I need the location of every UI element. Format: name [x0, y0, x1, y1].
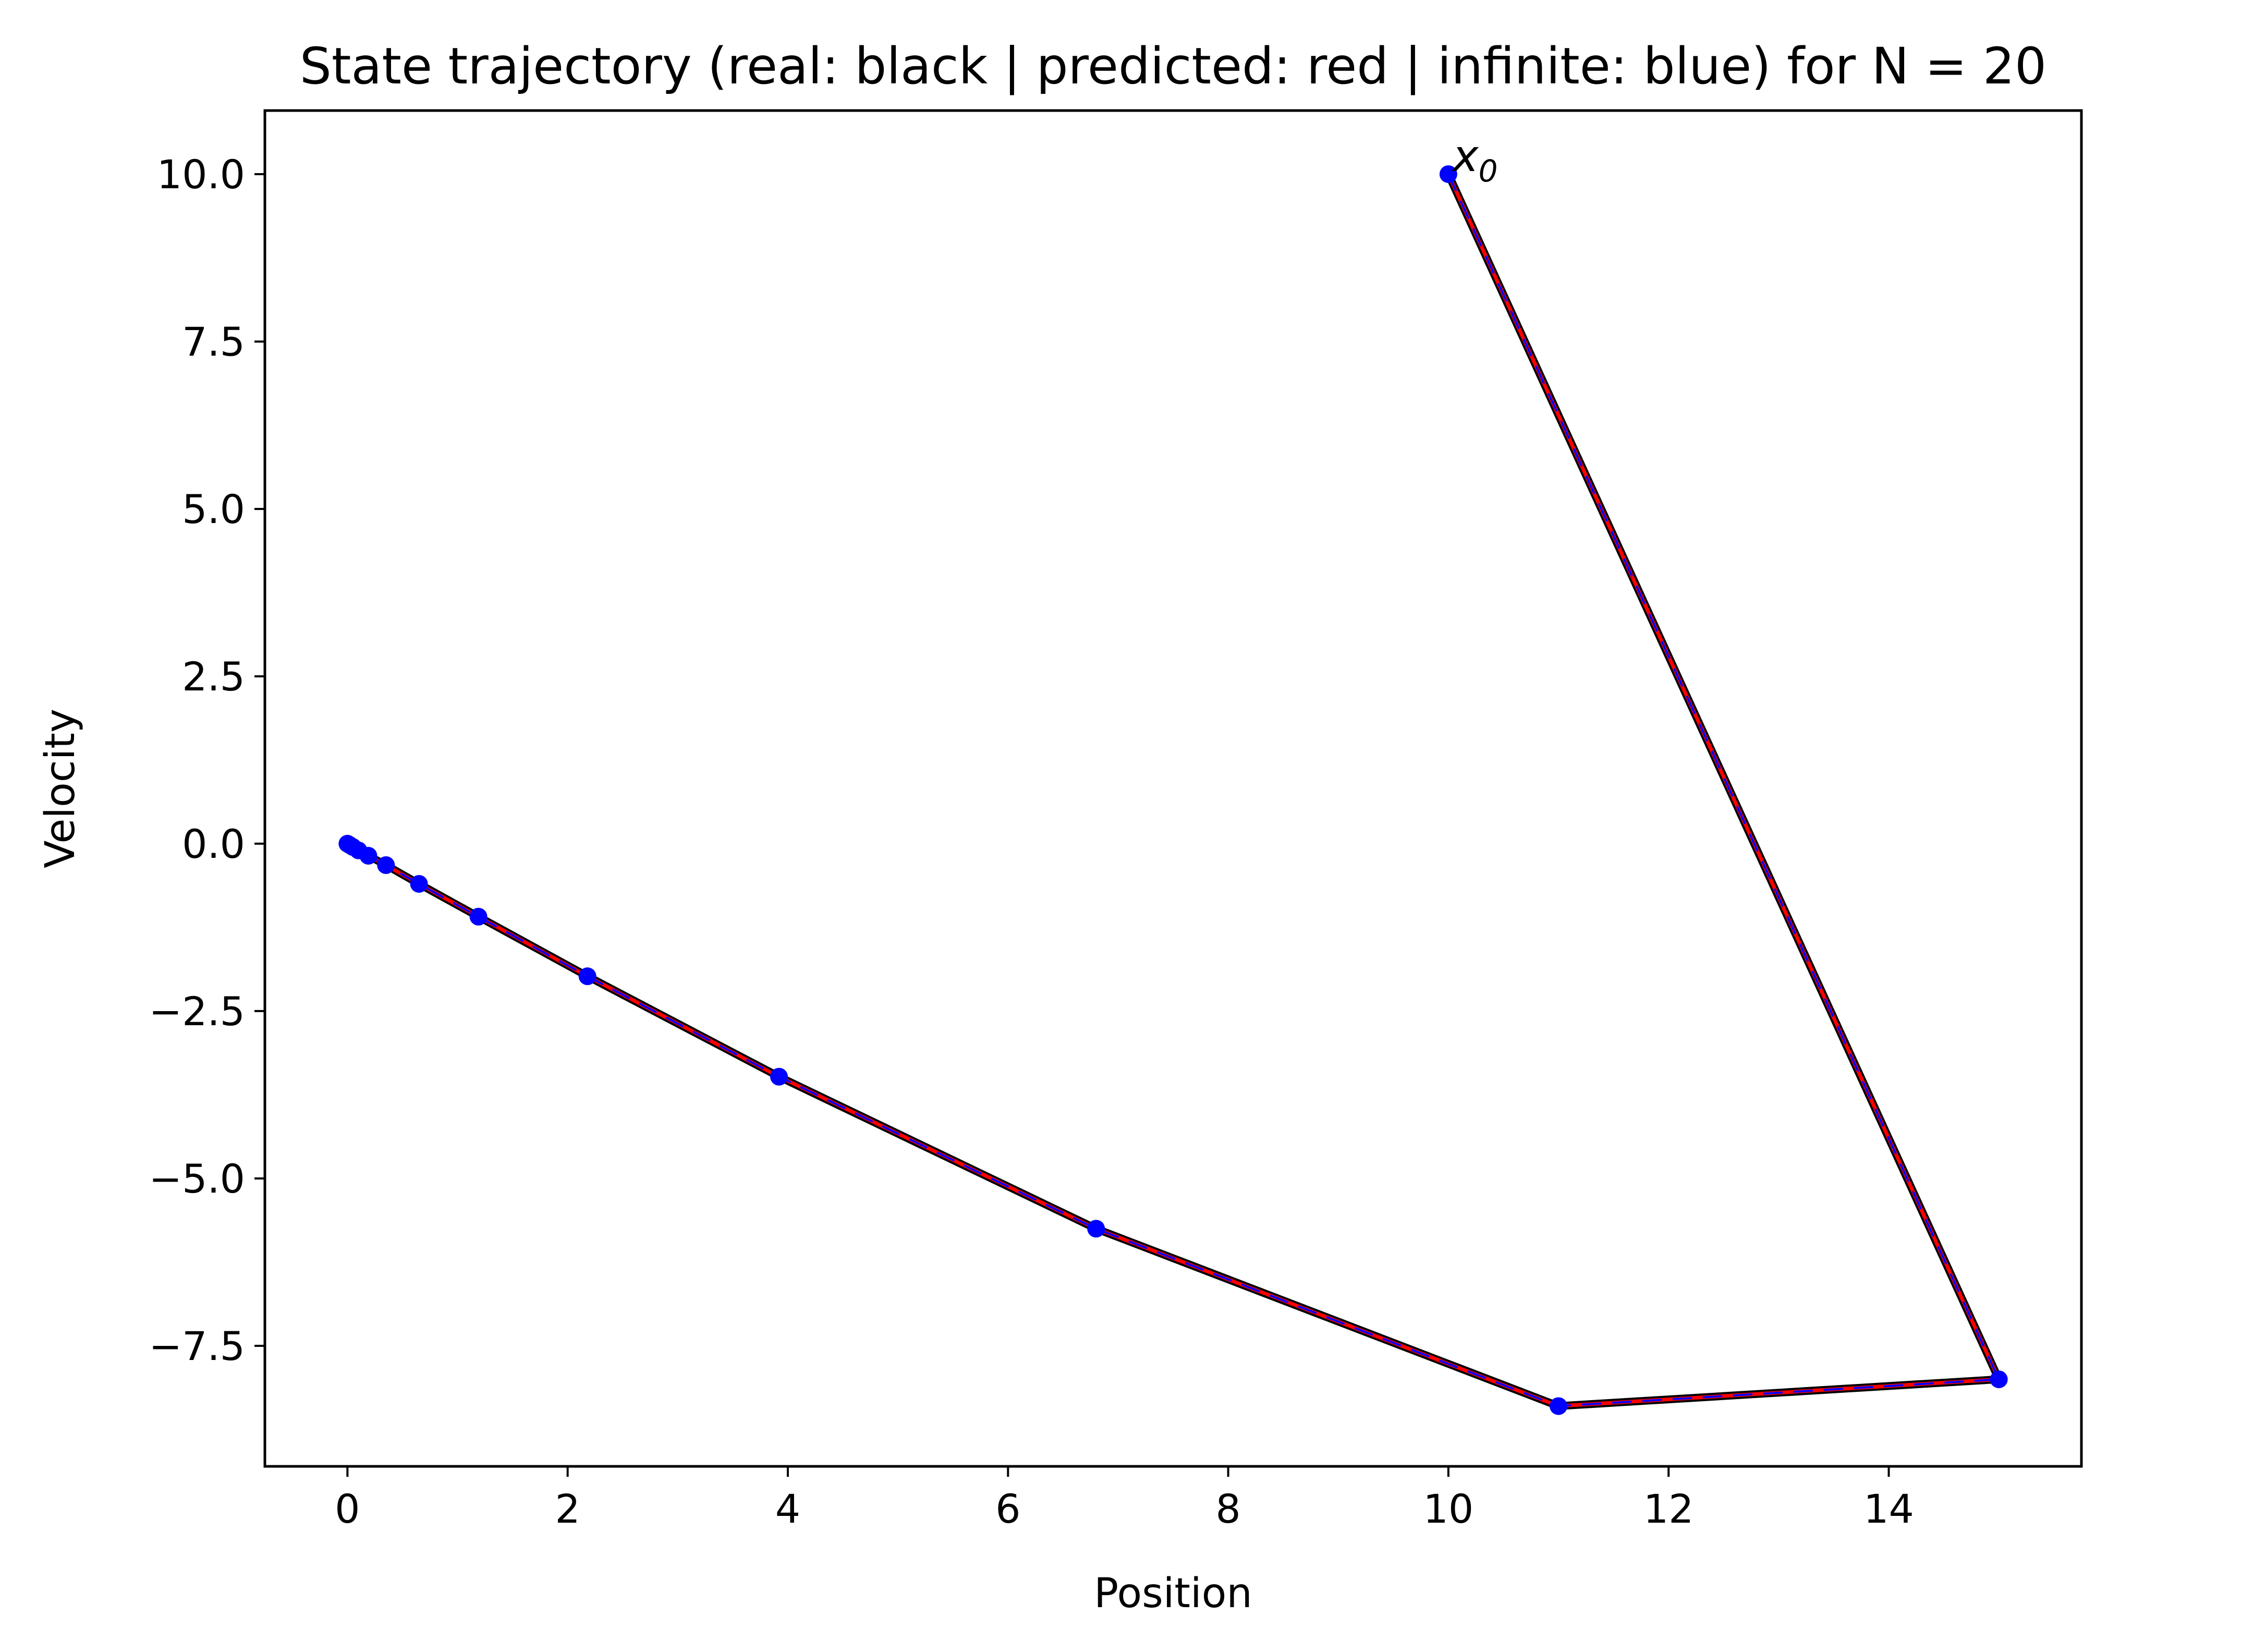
- series-point-2-1: [1990, 1370, 2008, 1389]
- y-tick-label-7: −7.5: [149, 1323, 245, 1369]
- y-tick-label-3: 2.5: [182, 653, 245, 700]
- x-tick-label-3: 6: [995, 1486, 1020, 1532]
- y-tick-label-5: −2.5: [149, 988, 245, 1035]
- x-axis-ticks: 0 2 4 6 8 10 12 14: [335, 1466, 1914, 1532]
- y-axis-ticks: 10.0 7.5 5.0 2.5 0.0 −2.5 −5.0 −7.5: [149, 151, 265, 1369]
- x-tick-label-4: 8: [1215, 1486, 1240, 1532]
- x-tick-label-7: 14: [1863, 1486, 1914, 1532]
- x-tick-label-1: 2: [555, 1486, 580, 1532]
- series-point-2-7: [410, 874, 428, 893]
- y-tick-label-0: 10.0: [157, 151, 245, 198]
- annotation-text: x0: [1451, 130, 1498, 189]
- series-point-2-2: [1550, 1397, 1568, 1415]
- x-axis-label: Position: [1094, 1570, 1252, 1617]
- x-tick-label-0: 0: [335, 1486, 360, 1532]
- series-point-2-8: [377, 856, 395, 874]
- y-tick-label-6: −5.0: [149, 1156, 245, 1202]
- x-tick-label-5: 10: [1423, 1486, 1474, 1532]
- x-tick-label-2: 4: [775, 1486, 800, 1532]
- y-axis-label: Velocity: [37, 709, 84, 868]
- initial-state-annotation: x0: [1451, 130, 1498, 189]
- annotation-subscript: 0: [1479, 153, 1498, 189]
- series-point-2-3: [1087, 1220, 1105, 1238]
- series-point-2-0: [1439, 165, 1457, 183]
- series-point-2-6: [469, 907, 488, 926]
- series-point-2-5: [578, 967, 596, 986]
- annotation-main: x: [1451, 130, 1479, 181]
- x-tick-label-6: 12: [1643, 1486, 1694, 1532]
- y-tick-label-4: 0.0: [182, 821, 245, 867]
- y-tick-label-1: 7.5: [182, 319, 245, 365]
- y-tick-label-2: 5.0: [182, 486, 245, 532]
- plot-frame: [263, 109, 2083, 1468]
- series-point-2-4: [770, 1067, 788, 1086]
- chart-title: State trajectory (real: black | predicte…: [300, 37, 2046, 96]
- series-layer: [338, 165, 2008, 1415]
- series-point-2-13: [338, 834, 357, 853]
